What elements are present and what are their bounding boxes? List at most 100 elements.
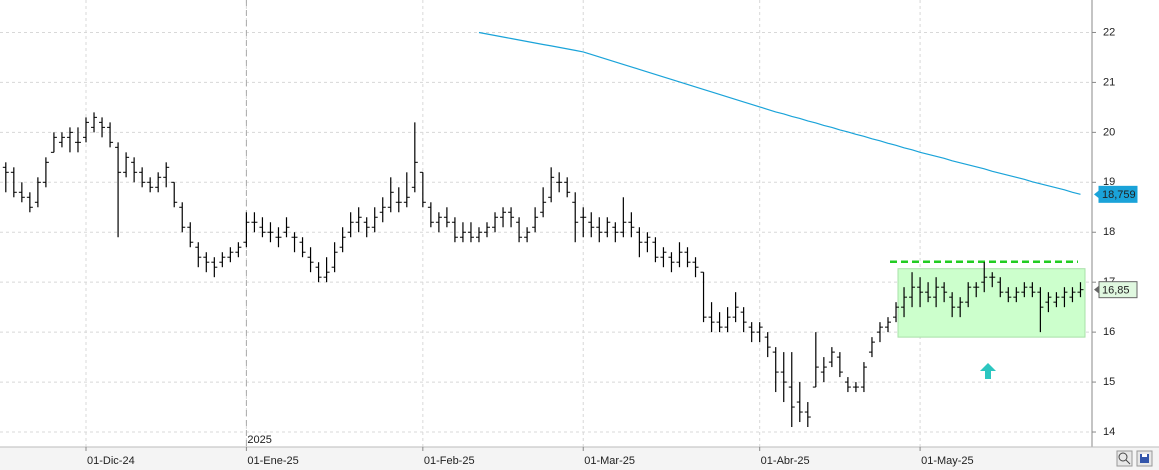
last-value-box [1098, 185, 1138, 203]
ohlc-bar [596, 217, 603, 243]
last-value-label: 18,759 [1102, 189, 1136, 201]
zoom-button[interactable] [1116, 450, 1133, 467]
ohlc-bar [259, 217, 266, 238]
x-axis-band [0, 447, 1159, 470]
ohlc-bar [147, 177, 154, 193]
ohlc-bar [965, 282, 972, 308]
y-tick-label: 19 [1103, 176, 1115, 188]
ohlc-bar [748, 322, 755, 343]
ohlc-bar [941, 282, 948, 303]
y-tick-label: 22 [1103, 26, 1115, 38]
ohlc-bar [1005, 287, 1012, 303]
ohlc-bar [83, 117, 89, 143]
ohlc-bar [708, 302, 715, 333]
x-tick-label: 01-Abr-25 [761, 455, 810, 467]
ohlc-bar [26, 192, 33, 213]
ohlc-bar [580, 207, 587, 238]
ohlc-bar [443, 207, 450, 228]
ohlc-bar [1029, 282, 1036, 298]
y-tick-label: 14 [1103, 426, 1115, 438]
ohlc-bar [548, 167, 555, 203]
ohlc-bar [860, 362, 867, 393]
ohlc-bar [427, 202, 434, 228]
ohlc-bar [66, 127, 73, 153]
y-tick-label: 18 [1103, 226, 1115, 238]
ohlc-bar [475, 227, 482, 243]
ohlc-bar [291, 232, 298, 253]
ohlc-bar [917, 277, 924, 308]
ohlc-bar [700, 271, 707, 323]
ohlc-bar [684, 247, 691, 268]
ohlc-bar [267, 222, 274, 243]
last-value-label: 16,85 [1102, 285, 1130, 297]
x-tick-label: 01-Ene-25 [247, 455, 298, 467]
ohlc-bar [876, 322, 883, 343]
ohlc-bar [171, 181, 178, 208]
ohlc-bar [732, 292, 739, 323]
ohlc-bar [451, 217, 458, 243]
x-tick-label: 01-Dic-24 [87, 455, 135, 467]
ohlc-bar [1037, 287, 1044, 333]
ohlc-bar [10, 167, 17, 198]
ohlc-bar [34, 177, 41, 208]
ohlc-bar [411, 122, 418, 193]
ohlc-bar [989, 272, 996, 288]
ohlc-bar [115, 142, 122, 238]
ohlc-bar [74, 127, 81, 153]
save-button[interactable] [1136, 450, 1153, 467]
ohlc-bar [58, 132, 65, 148]
ohlc-bar [1045, 292, 1052, 313]
ohlc-bar [612, 222, 619, 243]
ohlc-bar [155, 172, 162, 193]
ohlc-bar [243, 212, 250, 248]
ohlc-bar [195, 242, 202, 268]
x-tick-label: 01-Feb-25 [424, 455, 475, 467]
ohlc-bar [820, 357, 827, 383]
ohlc-bar [107, 122, 114, 148]
last-value-pointer [1094, 190, 1099, 199]
ohlc-bar [387, 177, 394, 213]
ohlc-bar [540, 187, 547, 218]
ohlc-bar [484, 222, 490, 238]
ohlc-bar [804, 402, 811, 428]
ohlc-bar [395, 187, 402, 213]
ohlc-bar [973, 282, 980, 298]
ohlc-bar [18, 182, 25, 203]
ohlc-bar [299, 237, 306, 258]
ohlc-bar [379, 197, 386, 223]
x-tick-label: 01-Mar-25 [584, 455, 635, 467]
ohlc-bar [355, 207, 362, 233]
moving-average-line [478, 31, 1081, 195]
x-tick-label: 01-May-25 [921, 455, 974, 467]
ohlc-bar [283, 217, 290, 238]
ohlc-bar [211, 257, 218, 278]
ohlc-bar [131, 157, 138, 183]
y-tick-label: 20 [1103, 126, 1115, 138]
ohlc-bar [564, 177, 571, 198]
ohlc-bar [1021, 282, 1028, 298]
ohlc-bar [275, 227, 282, 248]
ohlc-bar [772, 347, 779, 393]
ohlc-bar [764, 332, 771, 358]
last-value-box [1098, 281, 1138, 299]
ohlc-bar [957, 297, 964, 318]
ohlc-bar [844, 377, 851, 393]
ohlc-bar [901, 287, 908, 318]
ohlc-bar [203, 252, 210, 273]
ohlc-bar [1053, 292, 1060, 308]
ohlc-bar [1013, 287, 1020, 303]
ohlc-bar [588, 212, 595, 238]
ohlc-bar [620, 197, 627, 238]
ohlc-bar [572, 192, 579, 243]
ohlc-bar [403, 172, 410, 208]
ohlc-bar [692, 257, 699, 278]
ohlc-bar [339, 227, 346, 253]
y-tick-label: 21 [1103, 76, 1115, 88]
ohlc-bar [2, 162, 9, 193]
year-label: 2025 [247, 434, 271, 446]
ohlc-bar [139, 167, 146, 188]
ohlc-bar [227, 247, 234, 263]
ohlc-bar [796, 382, 803, 423]
ohlc-bar [435, 212, 442, 233]
ohlc-bar [997, 277, 1004, 298]
